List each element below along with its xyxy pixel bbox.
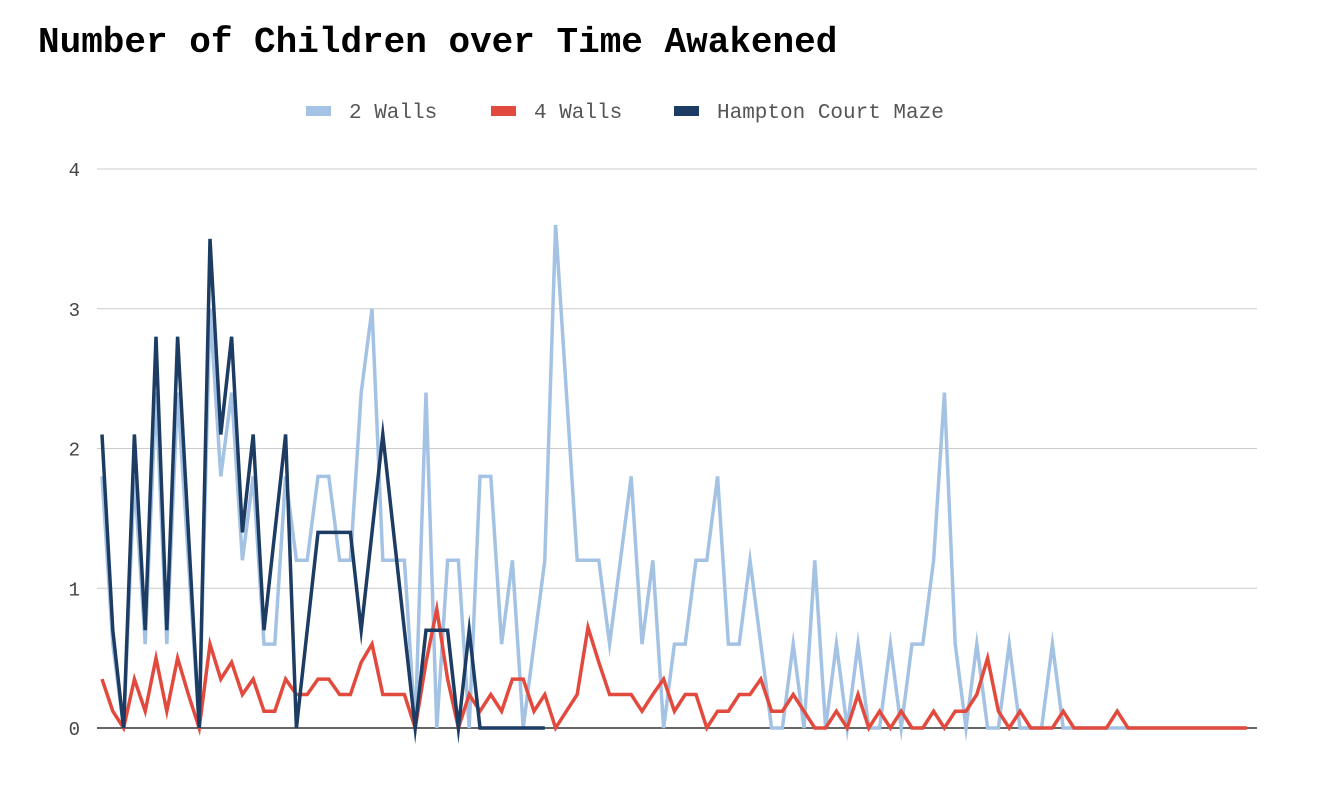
y-tick-label: 0 (69, 719, 80, 741)
series-line-4-walls (100, 599, 1247, 736)
y-tick-label: 2 (69, 440, 80, 462)
series-lines (100, 224, 1247, 744)
legend-swatch (306, 106, 331, 116)
legend-label: 2 Walls (349, 102, 437, 125)
legend-label: 4 Walls (534, 102, 622, 125)
legend-swatch (491, 106, 516, 116)
y-tick-label: 4 (69, 160, 80, 182)
legend-label: Hampton Court Maze (717, 102, 944, 125)
y-tick-label: 1 (69, 579, 80, 601)
legend-swatch (674, 106, 699, 116)
y-axis-tick-labels: 0 1 2 3 4 (69, 160, 80, 741)
series-line-2-walls (100, 224, 1247, 742)
series-line-hampton-court-maze (100, 238, 545, 744)
legend: 2 Walls 4 Walls Hampton Court Maze (306, 102, 944, 125)
chart-title: Number of Children over Time Awakened (38, 22, 838, 63)
y-tick-label: 3 (69, 300, 80, 322)
